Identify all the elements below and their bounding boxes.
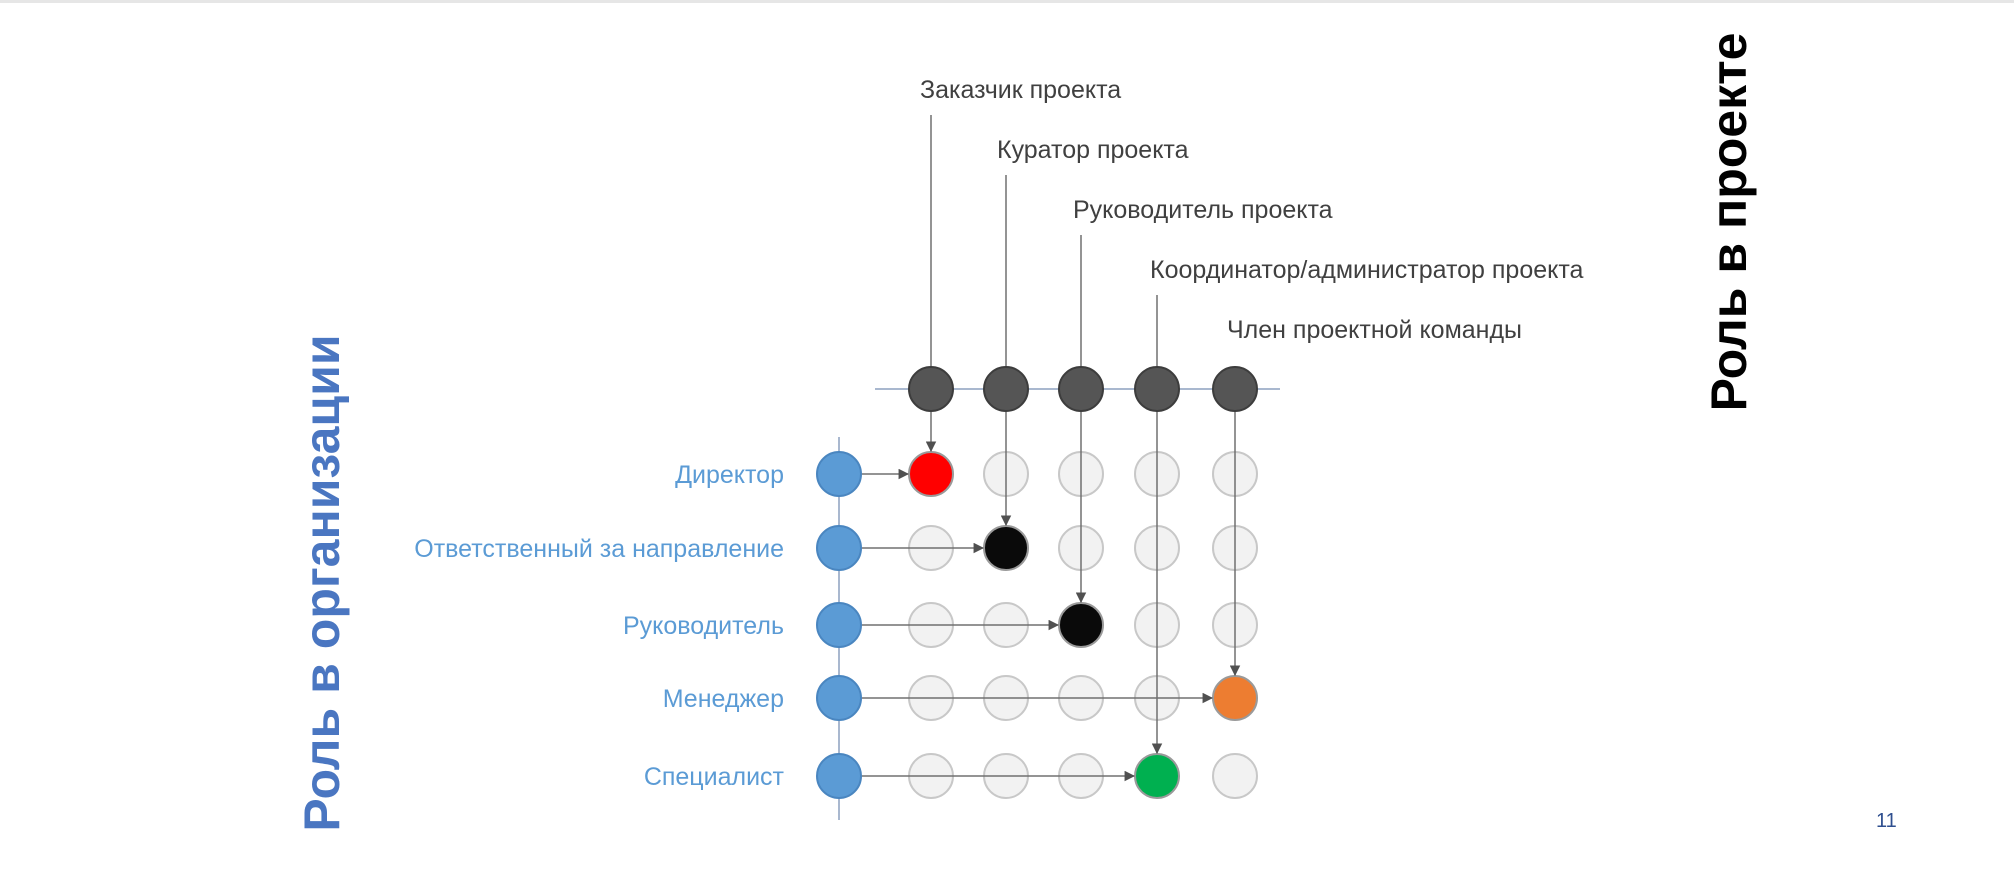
- project-role-label: Заказчик проекта: [920, 76, 1121, 104]
- org-role-label: Руководитель: [623, 612, 784, 640]
- project-role-node-3: [1058, 366, 1104, 412]
- project-role-label: Руководитель проекта: [1073, 196, 1333, 224]
- assignment-node-4: [1212, 675, 1258, 721]
- project-role-node-2: [983, 366, 1029, 412]
- project-role-node-4: [1134, 366, 1180, 412]
- project-role-node-1: [908, 366, 954, 412]
- assignment-node-1: [908, 451, 954, 497]
- org-role-node-2: [816, 525, 862, 571]
- org-role-label: Директор: [675, 461, 784, 489]
- project-role-node-5: [1212, 366, 1258, 412]
- org-role-label: Специалист: [644, 763, 785, 791]
- org-role-label: Ответственный за направление: [414, 535, 784, 563]
- project-role-label: Член проектной команды: [1227, 316, 1522, 344]
- assignment-node-5: [1134, 753, 1180, 799]
- assignment-node-3: [1058, 602, 1104, 648]
- project-role-label: Координатор/администратор проекта: [1150, 256, 1584, 284]
- org-role-label: Менеджер: [663, 685, 784, 713]
- project-role-label: Куратор проекта: [997, 136, 1189, 164]
- top-border: [0, 0, 2014, 3]
- matrix-cell-node: [1212, 753, 1258, 799]
- project-role-axis-title: Роль в проекте: [1701, 32, 1757, 412]
- org-role-node-5: [816, 753, 862, 799]
- assignment-node-2: [983, 525, 1029, 571]
- organization-role-axis-title: Роль в организации: [294, 334, 350, 832]
- page-number: 11: [1876, 810, 1897, 832]
- org-role-node-3: [816, 602, 862, 648]
- org-role-node-4: [816, 675, 862, 721]
- org-role-node-1: [816, 451, 862, 497]
